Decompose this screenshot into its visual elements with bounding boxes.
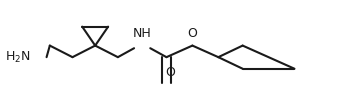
Text: H$_2$N: H$_2$N: [5, 50, 30, 65]
Text: O: O: [188, 27, 197, 40]
Text: O: O: [165, 66, 175, 79]
Text: NH: NH: [133, 27, 151, 40]
